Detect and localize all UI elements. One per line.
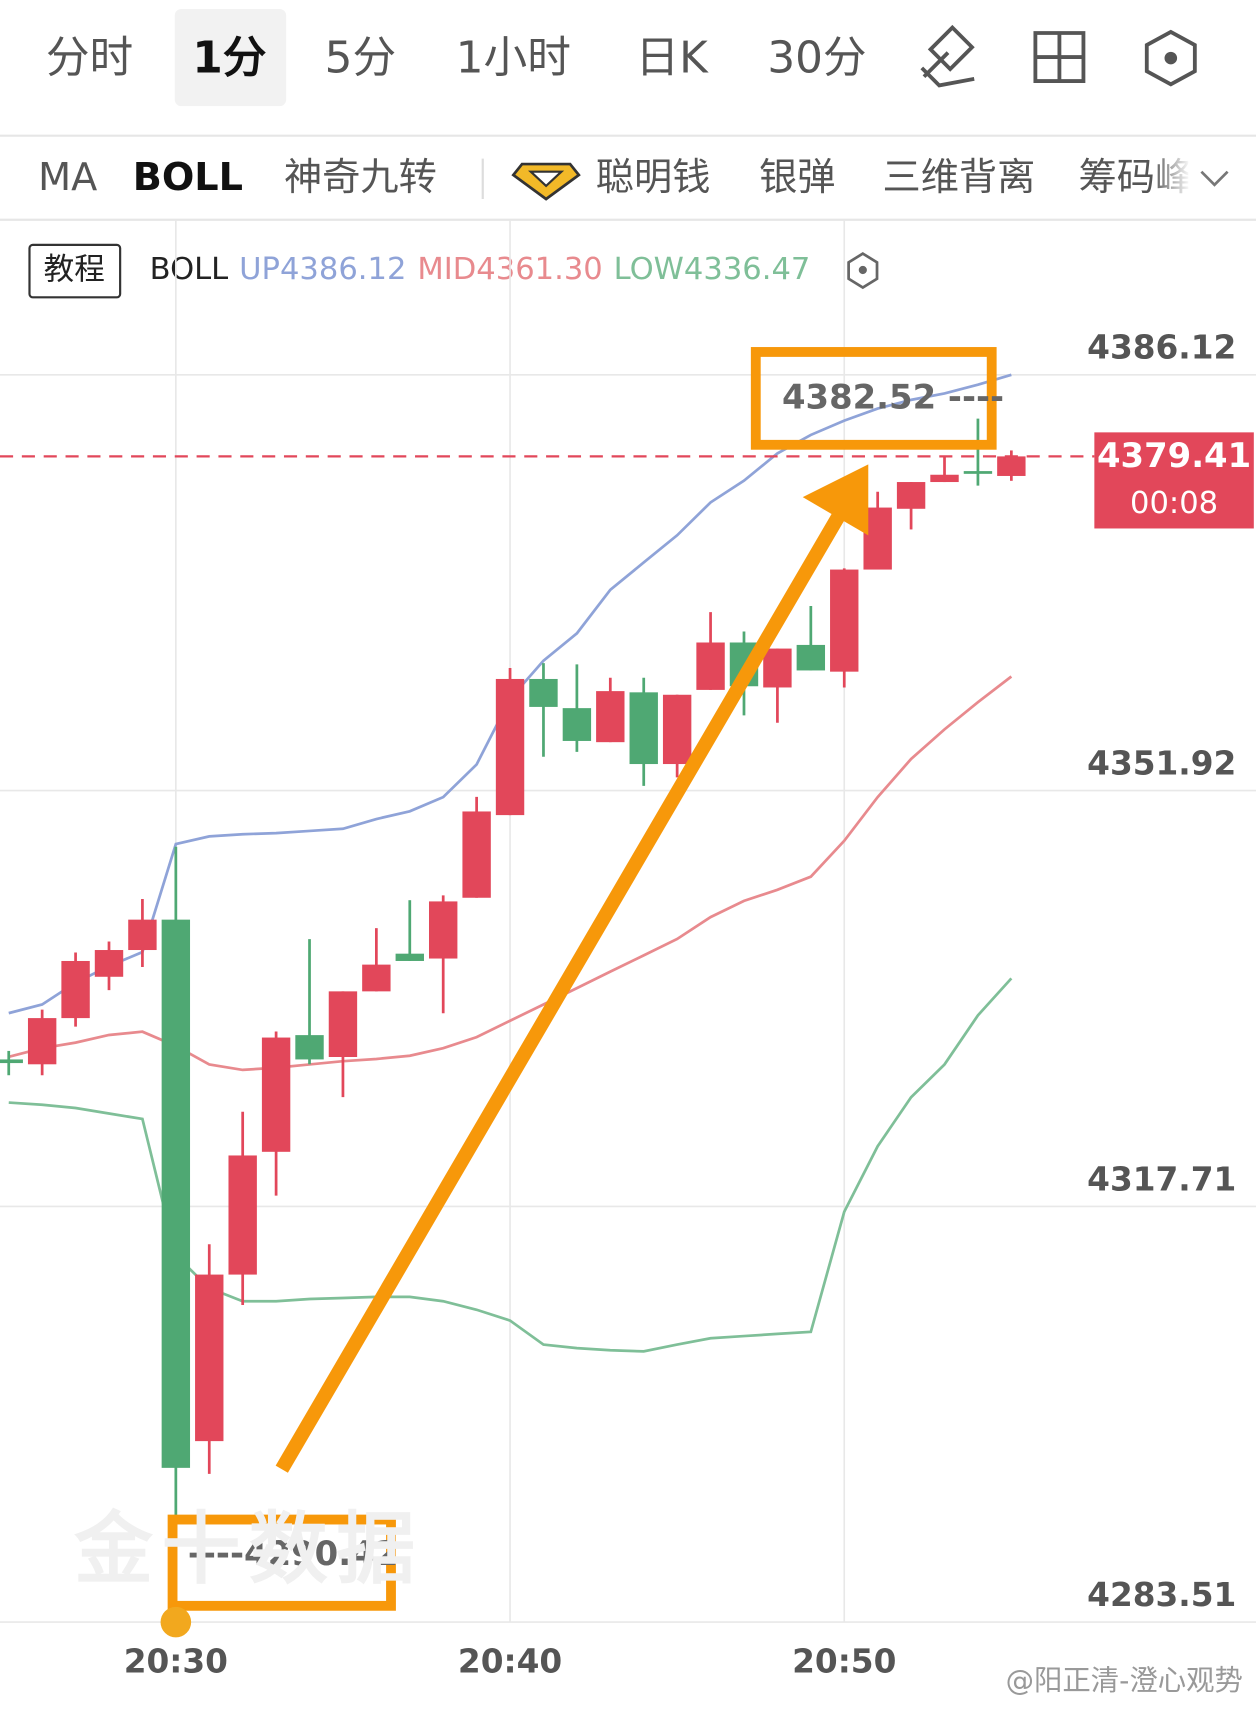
indicator-tab[interactable]: 银弹 <box>759 156 835 200</box>
last-price-label: 4379.41 <box>1097 436 1251 475</box>
candle-body <box>462 811 491 898</box>
candle-body <box>395 953 424 961</box>
annotation-box <box>167 1514 396 1611</box>
annotation-dot <box>160 1606 192 1638</box>
countdown-label: 00:08 <box>1130 486 1218 521</box>
candle-body <box>763 648 792 688</box>
timeframe-tab[interactable]: 1小时 <box>456 32 571 83</box>
timeframe-tab[interactable]: 30分 <box>767 32 866 83</box>
settings-icon[interactable] <box>1144 29 1197 87</box>
candle-body <box>997 456 1026 476</box>
annotation-box <box>750 347 997 450</box>
x-tick-label: 20:40 <box>458 1643 562 1681</box>
candle-body <box>429 901 458 959</box>
watermark: 金十数据 <box>73 1503 423 1595</box>
candle-body <box>195 1274 224 1442</box>
max-marker: 4382.52 ---- <box>782 377 1004 416</box>
indicator-tab[interactable]: 神奇九转 <box>284 156 437 200</box>
timeframe-tab[interactable]: 日K <box>636 32 710 83</box>
x-tick-label: 20:50 <box>792 1643 896 1681</box>
candle-body <box>495 678 525 816</box>
tutorial-label[interactable]: 教程 <box>44 253 105 288</box>
y-tick-label: 4386.12 <box>1087 329 1236 367</box>
candle-body <box>27 1018 57 1065</box>
weibo-watermark: @阳正清-澄心观势 <box>1006 1664 1243 1697</box>
candle-body <box>128 919 157 951</box>
annotation-arrowhead <box>802 464 869 536</box>
candle-body <box>228 1155 257 1275</box>
candle-body <box>596 691 625 743</box>
y-tick-label: 4351.92 <box>1087 744 1236 782</box>
band-legend: LOW4336.47 <box>614 252 811 287</box>
candle-body <box>963 471 993 474</box>
candle-body <box>930 474 959 483</box>
timeframe-tab[interactable]: 5分 <box>325 32 396 83</box>
candle-body <box>529 678 558 707</box>
candle-body <box>328 991 358 1057</box>
candle-body <box>61 960 90 1019</box>
candle-body <box>662 694 692 765</box>
candle-body <box>0 1059 23 1064</box>
annotation-arrow <box>275 512 845 1473</box>
legend-settings[interactable] <box>847 252 879 290</box>
more-chevron[interactable] <box>1200 170 1229 187</box>
candle-body <box>362 964 391 992</box>
settings-dot <box>1164 51 1178 65</box>
timeframe-tab[interactable]: 1分 <box>192 32 266 83</box>
candle-body <box>94 950 124 977</box>
candle-body <box>295 1035 324 1060</box>
candle-body <box>629 692 658 765</box>
tutorial-button[interactable] <box>28 243 122 299</box>
plot: 4386.12 4351.92 4317.71 4283.51 20:30 20:40 20… <box>0 219 1256 1681</box>
min-marker: ----4290.42 <box>188 1534 398 1573</box>
candle-body <box>796 644 826 671</box>
indicator-tab[interactable]: BOLL <box>133 156 243 200</box>
boll-legend: BOLL UP4386.12 MID4361.30 LOW4336.47 <box>150 252 811 287</box>
smart-money-icon <box>511 162 581 201</box>
y-tick-label: 4317.71 <box>1087 1160 1236 1198</box>
y-tick-label: 4283.51 <box>1087 1576 1236 1614</box>
candle-body <box>896 482 926 509</box>
indicator-tab[interactable]: 三维背离 <box>882 156 1035 200</box>
candle-body <box>696 642 725 690</box>
selected-tab-bg <box>174 8 287 107</box>
band-legend: UP4386.12 <box>239 252 406 287</box>
timeframe-tabs: 分时 1分 5分 1小时 日K 30分 <box>46 8 867 107</box>
candle-body <box>161 919 191 1468</box>
draw-icon[interactable] <box>920 24 975 88</box>
indicator-name: BOLL <box>150 252 229 287</box>
indicator-tabs: MA BOLL 神奇九转 聪明钱 银弹 三维背离 筹码峰 <box>38 156 1188 200</box>
candle-body <box>261 1037 291 1152</box>
candle-body <box>562 708 592 741</box>
x-tick-label: 20:30 <box>124 1643 228 1681</box>
timeframe-tab[interactable]: 分时 <box>46 32 133 83</box>
tool-icons <box>920 24 1197 88</box>
fade <box>1152 142 1191 214</box>
indicator-tab[interactable]: MA <box>38 156 97 200</box>
indicator-tab[interactable]: 聪明钱 <box>596 156 711 200</box>
last-price-tag <box>1094 432 1254 529</box>
candle-body <box>830 569 859 672</box>
layout-icon[interactable] <box>1033 31 1086 83</box>
